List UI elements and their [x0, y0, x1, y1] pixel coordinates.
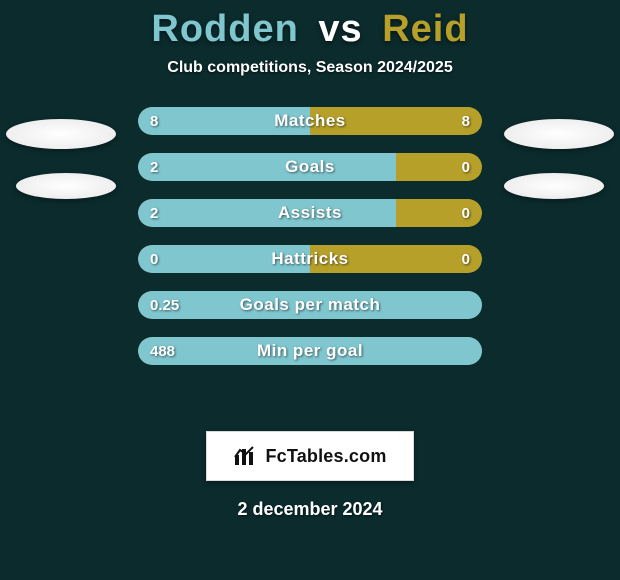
stat-row: 488Min per goal [138, 337, 482, 365]
title-player2: Reid [382, 8, 468, 50]
stat-row: 20Assists [138, 199, 482, 227]
comparison-arena: 88Matches 20Goals 20Assists 00Hattricks 0.25… [0, 107, 620, 417]
stat-label: Goals per match [138, 291, 482, 319]
player1-photo-placeholder-1 [6, 119, 116, 149]
page-title: Rodden vs Reid [0, 0, 620, 51]
date-label: 2 december 2024 [0, 499, 620, 520]
stat-label: Min per goal [138, 337, 482, 365]
infographic-content: Rodden vs Reid Club competitions, Season… [0, 0, 620, 580]
fctables-logo: FcTables.com [206, 431, 414, 481]
stat-label: Goals [138, 153, 482, 181]
stat-row: 0.25Goals per match [138, 291, 482, 319]
stat-row: 00Hattricks [138, 245, 482, 273]
title-player1: Rodden [151, 8, 298, 50]
fctables-logo-text: FcTables.com [265, 446, 386, 467]
player2-photo-placeholder-1 [504, 119, 614, 149]
title-vs: vs [318, 8, 362, 50]
player2-photo-placeholder-2 [504, 173, 604, 199]
stat-label: Hattricks [138, 245, 482, 273]
stat-label: Matches [138, 107, 482, 135]
player1-photo-placeholder-2 [16, 173, 116, 199]
stat-label: Assists [138, 199, 482, 227]
fctables-chart-icon [233, 445, 259, 467]
stat-row: 20Goals [138, 153, 482, 181]
stat-bars: 88Matches 20Goals 20Assists 00Hattricks 0.25… [138, 107, 482, 365]
stat-row: 88Matches [138, 107, 482, 135]
subtitle: Club competitions, Season 2024/2025 [0, 59, 620, 77]
